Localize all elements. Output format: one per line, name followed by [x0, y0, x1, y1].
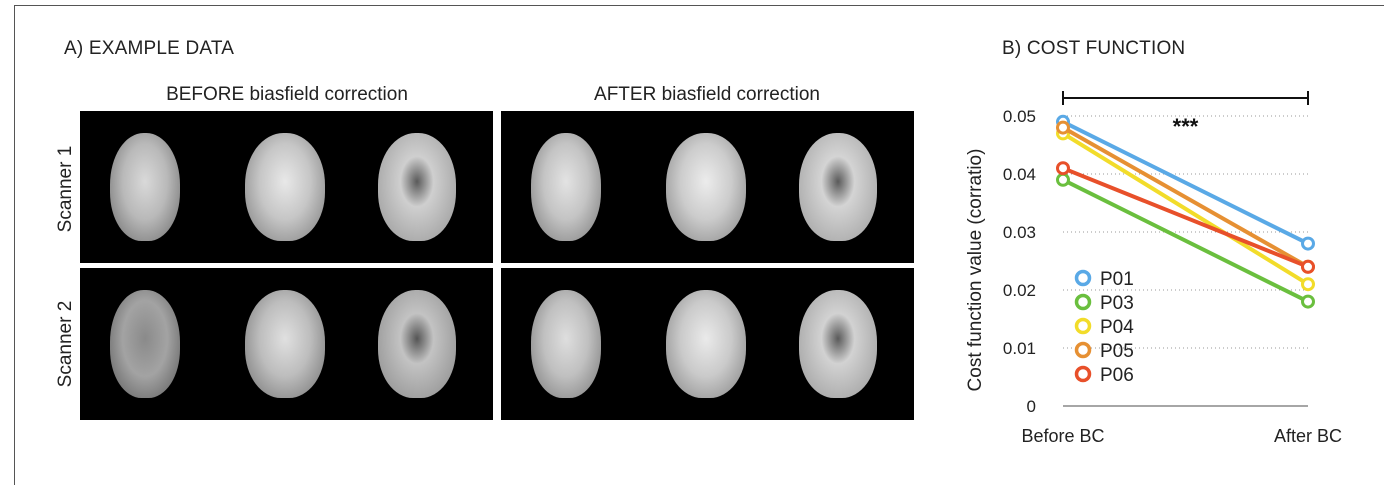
brain-slice-image — [378, 133, 456, 241]
series-line-p04 — [1061, 131, 1310, 287]
legend: P01 P03 P04 P05 P06 — [1074, 269, 1134, 386]
brain-slice-image — [799, 290, 877, 398]
brain-slice-image — [799, 133, 877, 241]
scan-after-scanner-1 — [501, 111, 914, 263]
data-point-p01 — [1301, 236, 1315, 251]
data-point-p05 — [1056, 120, 1070, 135]
x-tick-label: After BC — [1274, 426, 1342, 446]
panel-a-title: A) EXAMPLE DATA — [64, 38, 235, 59]
series-line-p01 — [1061, 119, 1310, 246]
legend-marker-p01 — [1074, 269, 1092, 287]
y-tick-label: 0.04 — [1003, 165, 1036, 184]
x-tick-label: Before BC — [1021, 426, 1104, 446]
data-point-p03 — [1056, 172, 1070, 187]
panel-b-title: B) COST FUNCTION — [1002, 38, 1186, 59]
series-line-p03 — [1061, 177, 1310, 304]
y-tick-label: 0.02 — [1003, 281, 1036, 300]
axes: 0 0.01 0.02 0.03 0.04 0.05 Before BC After BC **… — [1003, 91, 1342, 446]
legend-label-p05: P05 — [1100, 341, 1134, 362]
legend-label-p03: P03 — [1100, 293, 1134, 314]
y-tick-label: 0 — [1027, 397, 1036, 416]
y-tick-label: 0.05 — [1003, 107, 1036, 126]
legend-label-p06: P06 — [1100, 365, 1134, 386]
scan-after-scanner-2 — [501, 268, 914, 420]
brain-slice-image — [245, 290, 325, 398]
data-point-p06 — [1056, 161, 1070, 176]
y-tick-label: 0.03 — [1003, 223, 1036, 242]
series-line-p05 — [1061, 125, 1310, 269]
before-column-title: BEFORE biasfield correction — [166, 84, 408, 105]
legend-marker-p06 — [1074, 365, 1092, 383]
brain-slice-image — [666, 133, 746, 241]
y-axis-label: Cost function value (corratio) — [965, 149, 986, 392]
significance-stars: *** — [1173, 114, 1199, 139]
legend-label-p01: P01 — [1100, 269, 1134, 290]
brain-slice-image — [110, 290, 180, 398]
data-point-p03 — [1301, 294, 1315, 309]
row-label-scanner-1: Scanner 1 — [55, 145, 76, 233]
data-point-p06 — [1301, 259, 1315, 274]
brain-slice-image — [245, 133, 325, 241]
brain-slice-image — [378, 290, 456, 398]
legend-marker-p04 — [1074, 317, 1092, 335]
scan-before-scanner-1 — [80, 111, 493, 263]
legend-label-p04: P04 — [1100, 317, 1134, 338]
brain-slice-image — [110, 133, 180, 241]
y-tick-label: 0.01 — [1003, 339, 1036, 358]
scan-before-scanner-2 — [80, 268, 493, 420]
cost-function-chart: 0 0.01 0.02 0.03 0.04 0.05 Before BC After BC **… — [965, 91, 1342, 446]
after-column-title: AFTER biasfield correction — [594, 84, 820, 105]
brain-slice-image — [531, 133, 601, 241]
grid-lines — [1063, 115, 1308, 349]
brain-slice-image — [531, 290, 601, 398]
brain-slice-image — [666, 290, 746, 398]
figure-frame — [14, 5, 1384, 485]
data-point-p04 — [1301, 277, 1315, 292]
legend-marker-p05 — [1074, 341, 1092, 359]
series-line-p06 — [1061, 166, 1310, 269]
row-label-scanner-2: Scanner 2 — [55, 300, 76, 388]
legend-marker-p03 — [1074, 293, 1092, 311]
series-lines — [1056, 114, 1315, 309]
